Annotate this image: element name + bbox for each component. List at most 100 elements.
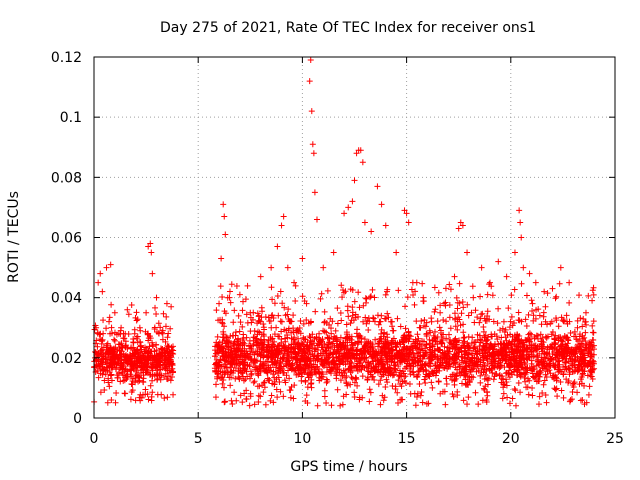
data-point: [314, 402, 321, 409]
data-point: [468, 309, 475, 316]
data-point: [135, 374, 142, 381]
data-point: [510, 353, 517, 360]
data-point: [321, 319, 328, 326]
data-point: [524, 346, 531, 353]
data-point: [516, 354, 523, 361]
data-point: [357, 147, 364, 154]
data-point: [429, 384, 436, 391]
data-point: [586, 383, 593, 390]
data-point: [509, 322, 516, 329]
data-point: [382, 336, 389, 343]
data-point: [393, 352, 400, 359]
data-point: [367, 294, 374, 301]
data-point: [118, 352, 125, 359]
data-point: [140, 354, 147, 361]
data-point: [130, 339, 137, 346]
data-point: [351, 393, 358, 400]
data-point: [111, 337, 118, 344]
data-point: [323, 329, 330, 336]
data-point: [517, 389, 524, 396]
data-point: [214, 361, 221, 368]
data-point: [413, 318, 420, 325]
data-point: [110, 358, 117, 365]
data-point: [295, 328, 302, 335]
data-point: [544, 368, 551, 375]
data-point: [507, 364, 514, 371]
data-point: [267, 397, 274, 404]
data-point: [397, 396, 404, 403]
data-point: [119, 344, 126, 351]
data-point: [369, 286, 376, 293]
data-point: [244, 319, 251, 326]
data-point: [250, 379, 257, 386]
data-point: [264, 339, 271, 346]
data-point: [345, 204, 352, 211]
data-point: [110, 353, 117, 360]
data-point: [518, 280, 525, 287]
data-point: [152, 304, 159, 311]
data-point: [558, 314, 565, 321]
data-point: [99, 371, 106, 378]
data-point: [385, 340, 392, 347]
data-point: [165, 330, 172, 337]
chart-title: Day 275 of 2021, Rate Of TEC Index for r…: [160, 20, 536, 36]
data-point: [526, 342, 533, 349]
data-point: [480, 328, 487, 335]
data-point: [384, 310, 391, 317]
data-point: [523, 345, 530, 352]
data-point: [271, 360, 278, 367]
data-point: [393, 249, 400, 256]
data-point: [271, 381, 278, 388]
data-point: [531, 333, 538, 340]
data-point: [332, 327, 339, 334]
data-point: [286, 387, 293, 394]
data-point: [373, 350, 380, 357]
data-point: [319, 360, 326, 367]
data-point: [136, 377, 143, 384]
data-point: [439, 362, 446, 369]
data-point: [361, 336, 368, 343]
data-point: [495, 362, 502, 369]
data-point: [256, 365, 263, 372]
data-point: [402, 325, 409, 332]
data-point: [363, 295, 370, 302]
data-point: [403, 337, 410, 344]
data-point: [129, 381, 136, 388]
data-point: [123, 353, 130, 360]
data-point: [106, 318, 113, 325]
data-point: [288, 341, 295, 348]
data-point: [500, 390, 507, 397]
y-tick-label: 0.12: [51, 50, 82, 66]
data-point: [443, 359, 450, 366]
data-point: [348, 360, 355, 367]
data-point: [147, 240, 154, 247]
data-point: [236, 291, 243, 298]
data-point: [566, 299, 573, 306]
data-point: [486, 353, 493, 360]
data-point: [318, 338, 325, 345]
data-point: [307, 57, 314, 64]
data-point: [447, 363, 454, 370]
data-point: [436, 324, 443, 331]
data-point: [514, 349, 521, 356]
data-point: [262, 313, 269, 320]
data-point: [374, 183, 381, 190]
data-point: [406, 368, 413, 375]
data-point: [328, 366, 335, 373]
data-point: [456, 363, 463, 370]
data-point: [416, 341, 423, 348]
data-point: [555, 323, 562, 330]
data-point: [404, 345, 411, 352]
data-point: [476, 332, 483, 339]
data-point: [522, 361, 529, 368]
data-point: [376, 318, 383, 325]
data-point: [93, 362, 100, 369]
data-point: [374, 351, 381, 358]
data-points: [91, 57, 598, 409]
data-point: [404, 294, 411, 301]
data-point: [394, 389, 401, 396]
data-point: [226, 294, 233, 301]
data-point: [484, 308, 491, 315]
data-point: [428, 318, 435, 325]
data-point: [511, 249, 518, 256]
